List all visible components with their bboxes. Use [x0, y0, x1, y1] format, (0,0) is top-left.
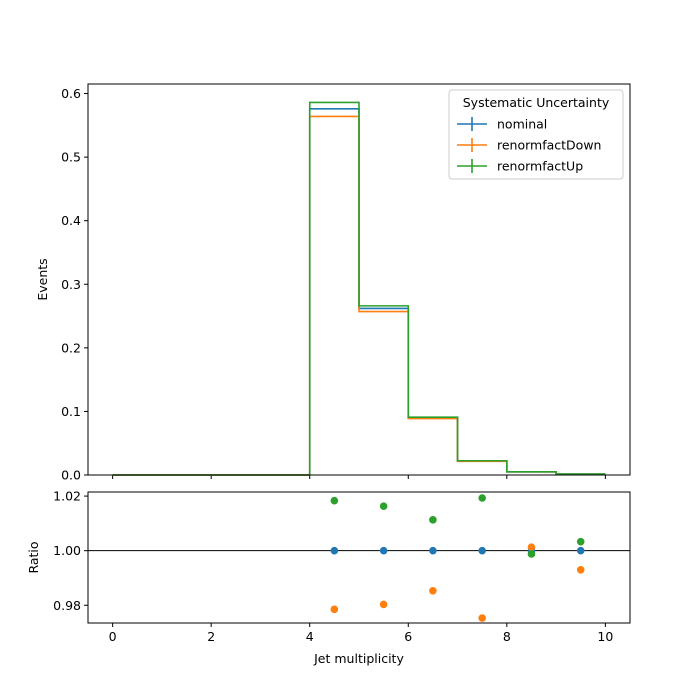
main-y-ticks: 0.0 0.1 0.2 0.3 0.4 0.5 0.6 — [61, 86, 88, 483]
legend-label-renormfactUp: renormfactUp — [497, 159, 583, 174]
legend: Systematic Uncertainty nominal renormfact… — [448, 89, 624, 180]
ratio-point-renormfactDown — [330, 605, 339, 614]
main-y-tick-label: 0.5 — [61, 150, 81, 165]
ratio-point-renormfactDown — [527, 543, 536, 551]
legend-entries: nominal renormfactDown renormfactUp — [457, 117, 601, 174]
x-tick-label: 10 — [597, 629, 613, 644]
main-y-tick-label: 0.4 — [61, 213, 81, 228]
ratio-point-nominal — [478, 546, 486, 555]
x-tick-label: 4 — [306, 629, 314, 644]
ratio-point-nominal — [330, 546, 339, 555]
ratio-point-renormfactUp — [527, 550, 536, 558]
main-y-tick-label: 0.6 — [61, 86, 81, 101]
ratio-points — [330, 494, 585, 622]
x-tick-label: 8 — [503, 629, 511, 644]
ratio-point-renormfactUp — [330, 496, 339, 505]
ratio-point-renormfactDown — [576, 565, 585, 574]
ratio-x-ticks: 0 2 4 6 8 10 — [109, 623, 613, 644]
legend-entry-renormfactUp: renormfactUp — [457, 159, 583, 174]
x-tick-label: 0 — [109, 629, 117, 644]
ratio-point-nominal — [576, 546, 585, 555]
legend-entry-nominal: nominal — [457, 117, 547, 132]
main-panel: 0.0 0.1 0.2 0.3 0.4 0.5 0.6 Events Systematic … — [35, 83, 631, 483]
main-y-tick-label: 0.3 — [61, 277, 81, 292]
legend-entry-renormfactDown: renormfactDown — [457, 138, 601, 153]
legend-label-nominal: nominal — [497, 117, 547, 132]
ratio-point-renormfactUp — [478, 494, 486, 502]
main-y-tick-label: 0.2 — [61, 340, 81, 355]
ratio-axes-frame — [87, 491, 631, 624]
ratio-y-tick-label: 1.02 — [53, 489, 81, 504]
main-y-tick-label: 0.1 — [61, 404, 81, 419]
main-axes-frame — [87, 83, 631, 476]
ratio-point-renormfactDown — [478, 614, 486, 622]
main-y-tick-label: 0.0 — [61, 468, 81, 483]
ratio-point-renormfactUp — [379, 502, 388, 510]
ratio-y-ticks: 0.98 1.00 1.02 — [53, 489, 88, 613]
ratio-point-nominal — [379, 546, 388, 555]
legend-box — [448, 89, 624, 180]
legend-title: Systematic Uncertainty — [463, 95, 610, 110]
ratio-y-axis-label: Ratio — [26, 541, 41, 573]
ratio-point-renormfactUp — [429, 516, 437, 524]
ratio-point-renormfactDown — [379, 600, 388, 609]
ratio-point-nominal — [429, 546, 437, 555]
legend-label-renormfactDown: renormfactDown — [497, 138, 601, 153]
x-axis-label: Jet multiplicity — [313, 651, 404, 666]
ratio-panel: 0.98 1.00 1.02 0 2 4 6 8 10 Ratio Jet multiplic… — [26, 489, 631, 666]
ratio-y-tick-label: 0.98 — [53, 598, 81, 613]
main-y-axis-label: Events — [35, 258, 50, 300]
ratio-y-tick-label: 1.00 — [53, 543, 81, 558]
ratio-point-renormfactDown — [429, 587, 437, 595]
x-tick-label: 6 — [404, 629, 412, 644]
ratio-point-renormfactUp — [576, 537, 585, 546]
x-tick-label: 2 — [207, 629, 215, 644]
